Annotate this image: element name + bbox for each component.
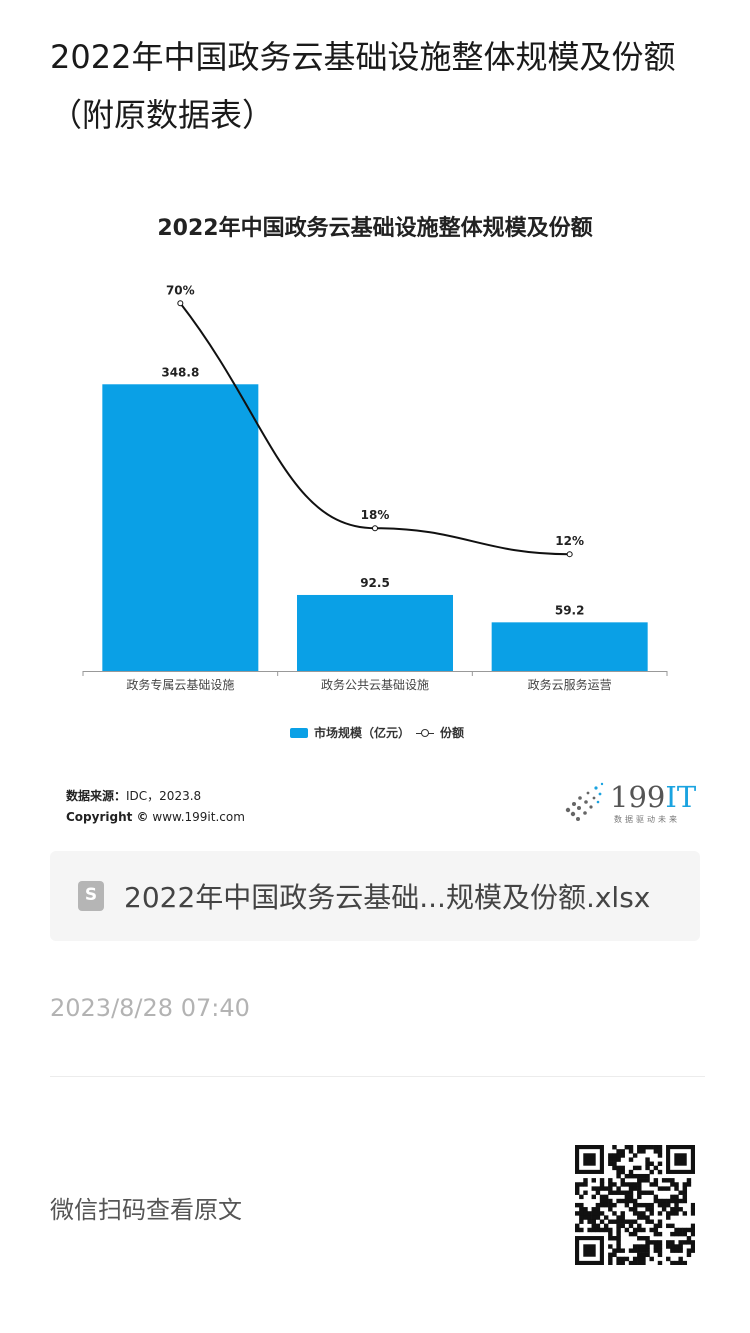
page-title: 2022年中国政务云基础设施整体规模及份额（附原数据表） (50, 38, 676, 134)
publish-date: 2023/8/28 07:40 (50, 994, 250, 1022)
brand-logo: 199IT 数据驱动未来 (560, 780, 696, 826)
divider (50, 1076, 705, 1077)
share-point-3 (566, 551, 573, 558)
share-line (179, 302, 570, 556)
logo-it: IT (665, 780, 697, 814)
share-label-1: 70% (166, 283, 195, 297)
x-tick-label-2: 政务公共云基础设施 (321, 677, 429, 692)
combo-chart: 348.8 92.5 59.2 政务专属云基础设施 政务公共云基础设施 政务云服务运营 70… (82, 283, 668, 692)
share-point-1 (177, 300, 184, 307)
share-label-2: 18% (361, 508, 390, 522)
bar-3 (491, 622, 648, 671)
legend-line-label: 份额 (440, 726, 465, 740)
copyright-line: Copyright © www.199it.com (66, 810, 245, 824)
bar-value-label-2: 92.5 (360, 576, 390, 590)
logo-number: 199 (610, 780, 666, 814)
share-point-2 (372, 525, 378, 532)
logo-text: 199IT (610, 780, 696, 814)
qr-code-icon[interactable] (575, 1145, 695, 1265)
x-tick-label-1: 政务专属云基础设施 (126, 677, 234, 692)
chart-card: 2022年中国政务云基础设施整体规模及份额 348.8 92.5 59.2 政务专属云… (50, 200, 700, 850)
bar-1 (102, 384, 259, 671)
logo-dots-icon (565, 782, 604, 821)
bar-value-label-1: 348.8 (161, 365, 199, 379)
x-tick-label-3: 政务云服务运营 (528, 677, 612, 692)
legend-bar-swatch (290, 727, 308, 738)
share-label-3: 12% (555, 534, 584, 548)
logo-tagline: 数据驱动未来 (614, 815, 680, 824)
chart-legend: 市场规模（亿元） 份额 (290, 724, 464, 741)
bar-2 (297, 594, 453, 671)
legend-bar-label: 市场规模（亿元） (314, 726, 411, 740)
attachment-file-card[interactable]: 2022年中国政务云基础...规模及份额.xlsx (50, 851, 700, 941)
spreadsheet-file-icon (78, 881, 104, 911)
legend-line-marker (416, 728, 435, 738)
bar-value-label-3: 59.2 (555, 603, 585, 617)
chart-source: 数据来源：IDC，2023.8 Copyright © www.199it.co… (66, 786, 245, 828)
scan-prompt: 微信扫码查看原文 (50, 1196, 242, 1224)
chart-title: 2022年中国政务云基础设施整体规模及份额 (157, 216, 593, 241)
attachment-file-name: 2022年中国政务云基础...规模及份额.xlsx (124, 881, 651, 914)
source-line: 数据来源：IDC，2023.8 (66, 789, 202, 803)
